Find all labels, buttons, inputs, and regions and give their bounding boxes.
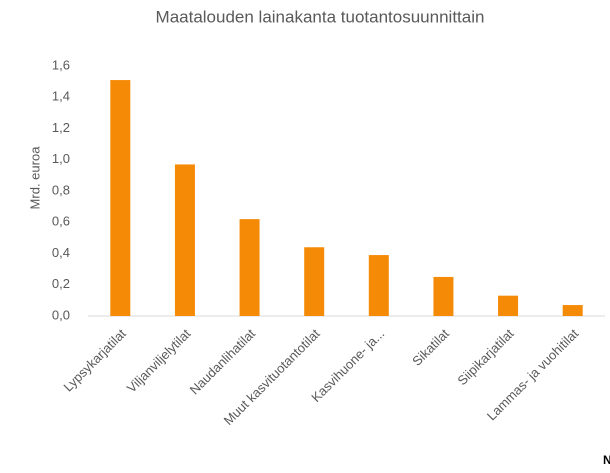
y-axis-label: Mrd. euroa [27,146,42,210]
y-tick-label: 1,4 [52,89,70,104]
bar [174,164,195,316]
x-tick-label: Siipikarjatilat [454,326,516,388]
y-tick-label: 0,6 [52,214,70,229]
y-tick-label: 0,4 [52,245,70,260]
bar [433,276,454,316]
y-tick-label: 1,2 [52,120,70,135]
x-tick-label: Lypsykarjatilat [60,326,129,395]
x-tick-label: Sikatilat [409,326,452,369]
chart-title: Maatalouden lainakanta tuotantosuunnitta… [156,7,485,26]
y-tick-label: 0,0 [52,307,70,322]
bar [110,80,131,316]
y-tick-label: 0,2 [52,276,70,291]
bar [368,255,389,316]
bar [562,305,583,316]
bar [304,247,325,316]
y-tick-label: 1,0 [52,151,70,166]
bar [498,295,519,316]
y-tick-label: 0,8 [52,182,70,197]
x-tick-label: Naudanlihatilat [187,326,259,398]
corner-text: N [603,453,610,467]
x-tick-label: Viljanviljelytilat [124,326,194,396]
y-tick-label: 1,6 [52,57,70,72]
bar [239,219,260,316]
